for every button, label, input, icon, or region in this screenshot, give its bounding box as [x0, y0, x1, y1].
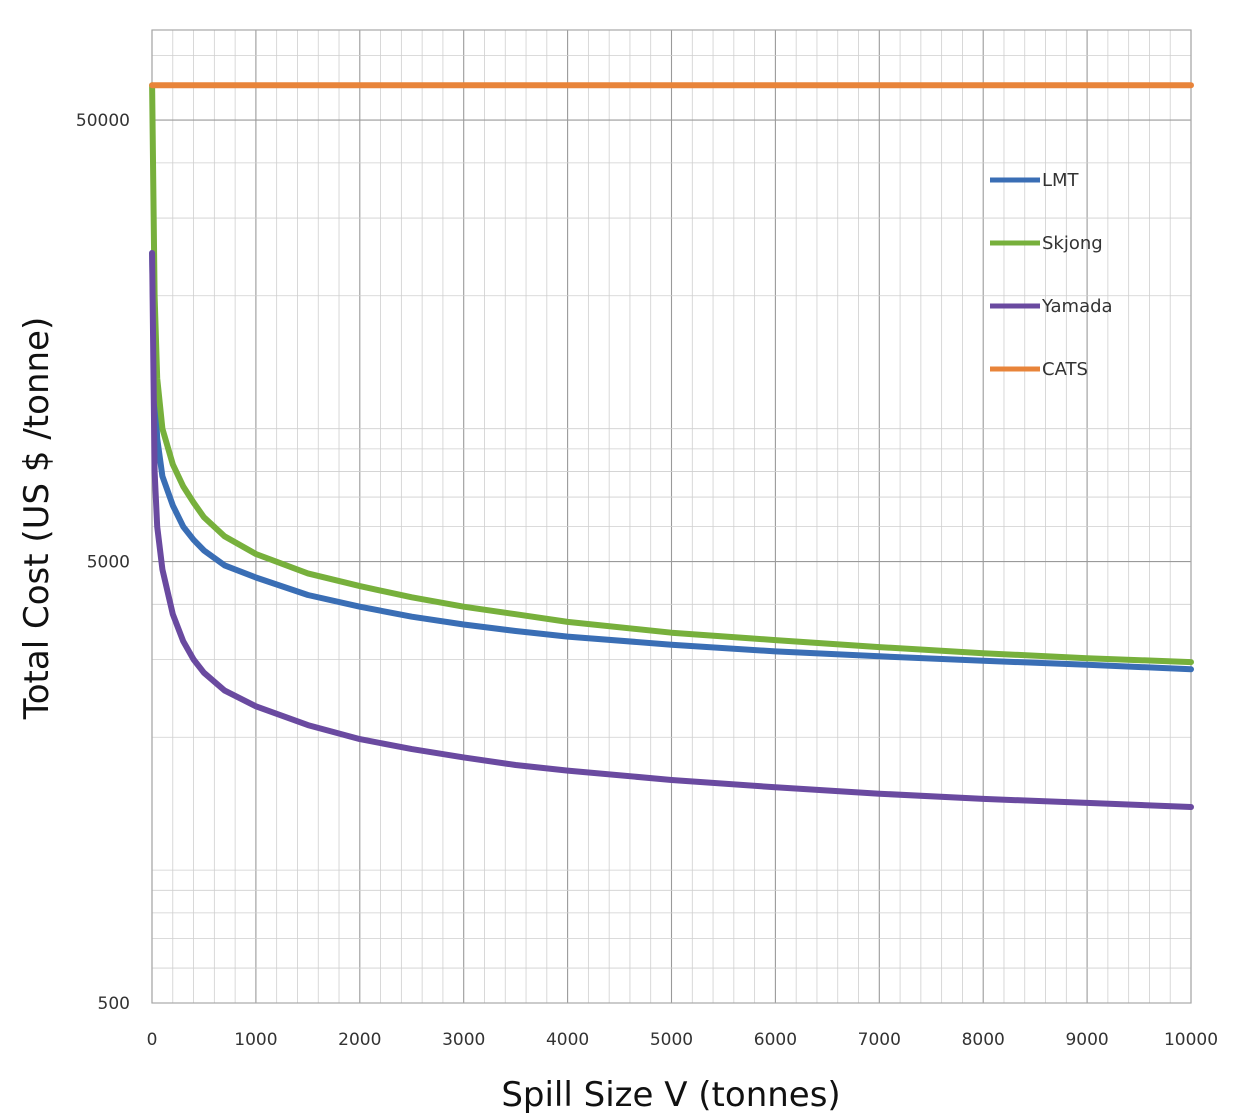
legend-label: Skjong [1042, 233, 1103, 254]
x-tick-labels: 0 1000 2000 3000 4000 5000 6000 7000 8000 9000 100… [147, 1030, 1218, 1050]
x-tick-label: 4000 [546, 1030, 589, 1050]
x-tick-label: 3000 [442, 1030, 485, 1050]
series-line-skjong [149, 82, 1194, 666]
series-line-lmt [149, 250, 1194, 673]
legend-item-cats: CATS [990, 359, 1088, 380]
legend-label: Yamada [1041, 296, 1113, 317]
x-tick-label: 6000 [754, 1030, 797, 1050]
x-tick-label: 7000 [858, 1030, 901, 1050]
series-lines [149, 82, 1194, 810]
y-tick-label: 5000 [87, 553, 130, 573]
legend-item-yamada: Yamada [990, 296, 1113, 317]
y-tick-label: 50000 [76, 111, 130, 131]
x-tick-label: 9000 [1065, 1030, 1108, 1050]
x-tick-label: 8000 [962, 1030, 1005, 1050]
x-tick-label: 10000 [1164, 1030, 1218, 1050]
legend-label: CATS [1042, 359, 1088, 380]
legend-item-lmt: LMT [990, 170, 1080, 191]
series-line-yamada [149, 250, 1194, 810]
legend-label: LMT [1042, 170, 1080, 191]
x-tick-label: 2000 [338, 1030, 381, 1050]
y-axis-title: Total Cost (US $ /tonne) [17, 317, 57, 720]
plot-frame [151, 29, 1192, 1004]
x-tick-label: 0 [147, 1030, 158, 1050]
y-tick-label: 500 [98, 994, 130, 1014]
x-tick-label: 5000 [650, 1030, 693, 1050]
legend-item-skjong: Skjong [990, 233, 1103, 254]
y-tick-labels: 500 5000 50000 [76, 111, 130, 1014]
legend: LMT Skjong Yamada CATS [990, 170, 1113, 380]
x-tick-label: 1000 [234, 1030, 277, 1050]
x-axis-title: Spill Size V (tonnes) [501, 1075, 840, 1113]
